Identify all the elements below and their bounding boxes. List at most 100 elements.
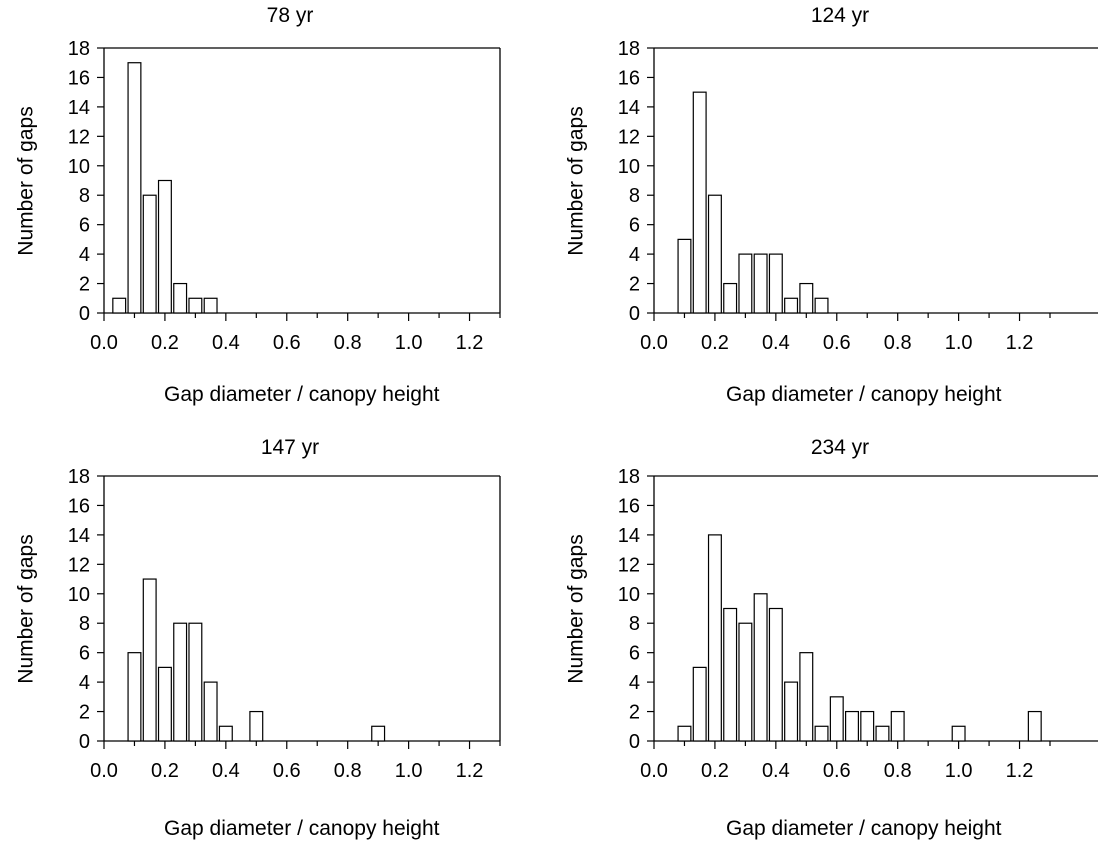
y-tick-label: 0 (629, 303, 640, 325)
x-tick-label: 1.2 (1006, 760, 1034, 782)
x-tick-label: 0.2 (701, 760, 729, 782)
x-tick-label: 0.6 (823, 760, 851, 782)
x-tick-label: 1.0 (945, 760, 973, 782)
x-tick-label: 0.4 (762, 332, 790, 354)
y-tick-label: 8 (79, 185, 90, 207)
x-axis-label: Gap diameter / canopy height (726, 817, 1002, 840)
chart-plot: 0 2 4 6 8 10 12 14 16 18 0.0 0.2 0.4 0.6 0.8 1.0 1.2 (618, 38, 1098, 354)
y-tick-label: 16 (68, 495, 90, 517)
histogram-bar (203, 297, 218, 314)
y-tick-label: 16 (68, 67, 90, 89)
panel-title: 147 yr (260, 436, 320, 459)
histogram-bar (723, 607, 738, 742)
panel-title: 78 yr (266, 4, 314, 27)
y-tick-label: 10 (68, 584, 90, 606)
y-tick-label: 8 (629, 613, 640, 635)
y-tick-label: 4 (629, 672, 640, 694)
histogram-bar (784, 681, 799, 742)
y-tick-label: 12 (68, 554, 90, 576)
y-tick-label: 14 (618, 525, 640, 547)
x-tick-label: 0.0 (640, 332, 668, 354)
x-axis-label: Gap diameter / canopy height (164, 383, 440, 406)
y-tick-label: 4 (79, 672, 90, 694)
y-tick-label: 6 (79, 215, 90, 237)
histogram-bar (753, 253, 768, 314)
y-axis-label: Number of gaps (564, 105, 588, 256)
y-tick-label: 18 (618, 466, 640, 488)
chart-plot: 0 2 4 6 8 10 12 14 16 18 0.0 0.2 0.4 0.6 0.8 1.0 1.2 (68, 38, 501, 354)
histogram-bar (860, 710, 875, 742)
x-tick-label: 0.2 (701, 332, 729, 354)
y-tick-label: 0 (629, 731, 640, 753)
y-tick-label: 16 (618, 67, 640, 89)
histogram-bar (1027, 710, 1042, 742)
histogram-bar (890, 710, 905, 742)
x-tick-label: 0.4 (212, 760, 240, 782)
histogram-bar (371, 725, 386, 742)
histogram-bar (203, 681, 218, 742)
x-tick-label: 0.4 (212, 332, 240, 354)
y-tick-label: 4 (629, 244, 640, 266)
x-axis-label: Gap diameter / canopy height (726, 383, 1002, 406)
x-tick-label: 0.0 (90, 760, 118, 782)
histogram-bar (218, 725, 233, 742)
histogram-panel-2: 124 yr 0 2 4 6 8 10 12 14 16 18 0.0 0.2 0.4 0.6 0.8 1.0… (550, 0, 1100, 428)
x-tick-label: 0.8 (884, 760, 912, 782)
histogram-bar (738, 253, 753, 314)
x-tick-label: 0.4 (762, 760, 790, 782)
y-tick-label: 6 (629, 215, 640, 237)
y-tick-label: 18 (618, 38, 640, 60)
histogram-bar (814, 725, 829, 742)
histogram-bar (738, 622, 753, 742)
histogram-bar (768, 607, 783, 742)
y-tick-label: 12 (618, 554, 640, 576)
y-tick-label: 8 (79, 613, 90, 635)
y-tick-label: 14 (618, 97, 640, 119)
y-tick-label: 8 (629, 185, 640, 207)
histogram-bar (112, 297, 127, 314)
y-tick-label: 2 (79, 274, 90, 296)
x-tick-label: 0.6 (823, 332, 851, 354)
histogram-bar (188, 622, 203, 742)
histogram-bar (188, 297, 203, 314)
histogram-panel-4: 234 yr 0 2 4 6 8 10 12 14 16 18 0.0 0.2 0.4 0.6 0.8 1.0… (550, 428, 1100, 856)
x-tick-label: 1.0 (945, 332, 973, 354)
y-tick-label: 2 (629, 702, 640, 724)
histogram-bar (799, 652, 814, 742)
histogram-bar (753, 593, 768, 742)
histogram-bar (784, 297, 799, 314)
x-tick-label: 1.2 (1006, 332, 1034, 354)
y-tick-label: 4 (79, 244, 90, 266)
y-tick-label: 2 (629, 274, 640, 296)
y-axis-label: Number of gaps (14, 533, 38, 684)
y-tick-label: 0 (79, 731, 90, 753)
panel-title: 124 yr (810, 4, 870, 27)
y-tick-label: 6 (79, 643, 90, 665)
histogram-bar (814, 297, 829, 314)
histogram-bar (707, 534, 722, 742)
x-tick-label: 0.8 (334, 332, 362, 354)
histogram-bar (692, 666, 707, 742)
histogram-bar (173, 282, 188, 314)
histogram-bar (799, 282, 814, 314)
y-tick-label: 10 (618, 156, 640, 178)
histogram-bar (677, 238, 692, 314)
histogram-bar (692, 91, 707, 314)
y-tick-label: 16 (618, 495, 640, 517)
x-tick-label: 0.8 (884, 332, 912, 354)
x-axis-label: Gap diameter / canopy height (164, 817, 440, 840)
x-tick-label: 0.2 (151, 760, 179, 782)
histogram-bar (723, 282, 738, 314)
chart-plot: 0 2 4 6 8 10 12 14 16 18 0.0 0.2 0.4 0.6 0.8 1.0 1.2 (68, 466, 501, 782)
histogram-bar (677, 725, 692, 742)
y-tick-label: 0 (79, 303, 90, 325)
histogram-bar (845, 710, 859, 742)
y-tick-label: 18 (68, 38, 90, 60)
y-tick-label: 18 (68, 466, 90, 488)
y-tick-label: 12 (618, 126, 640, 148)
histogram-bar (157, 666, 172, 742)
y-tick-label: 14 (68, 97, 90, 119)
x-tick-label: 0.6 (273, 760, 301, 782)
histogram-bar (249, 710, 264, 742)
x-tick-label: 0.2 (151, 332, 179, 354)
